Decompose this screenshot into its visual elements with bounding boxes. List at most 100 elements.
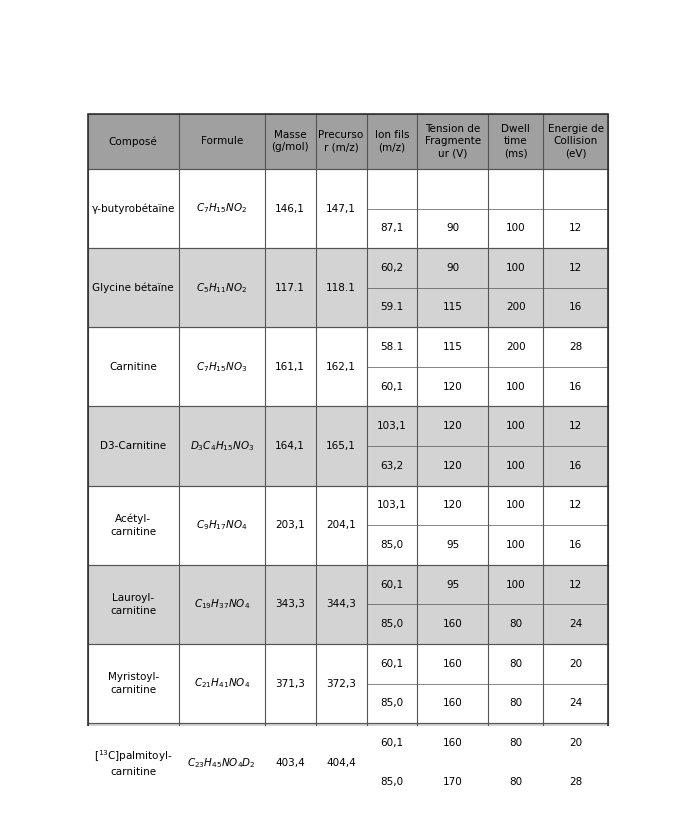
Bar [316, 113, 367, 169]
Text: 165,1: 165,1 [326, 441, 356, 451]
Text: Acétyl-
carnitine: Acétyl- carnitine [110, 514, 156, 537]
Text: Composé: Composé [109, 136, 158, 147]
Bar [543, 113, 608, 169]
Bar [265, 486, 316, 565]
Bar [488, 113, 543, 169]
Bar [418, 169, 488, 248]
Text: 100: 100 [506, 263, 526, 273]
Bar [543, 406, 608, 486]
Bar [88, 723, 179, 802]
Bar [179, 644, 265, 723]
Text: 160: 160 [443, 698, 462, 708]
Bar [367, 169, 418, 248]
Bar [316, 565, 367, 644]
Bar [265, 169, 316, 248]
Text: 28: 28 [569, 342, 583, 352]
Text: 200: 200 [506, 342, 526, 352]
Text: 344,3: 344,3 [326, 599, 356, 610]
Text: 160: 160 [443, 659, 462, 669]
Bar [367, 248, 418, 327]
Text: 95: 95 [446, 579, 460, 589]
Bar [418, 723, 488, 802]
Bar [418, 486, 488, 565]
Text: 60,2: 60,2 [380, 263, 403, 273]
Bar [418, 327, 488, 406]
Text: 115: 115 [443, 342, 462, 352]
Bar [488, 723, 543, 802]
Bar [418, 565, 488, 644]
Text: 12: 12 [569, 263, 583, 273]
Bar [543, 802, 608, 816]
Bar [265, 644, 316, 723]
Bar [543, 486, 608, 565]
Text: 85,0: 85,0 [380, 619, 403, 629]
Text: Tension de
Fragmente
ur (V): Tension de Fragmente ur (V) [424, 124, 481, 158]
Text: 12: 12 [569, 421, 583, 431]
Bar [488, 802, 543, 816]
Bar [488, 327, 543, 406]
Text: 12: 12 [569, 500, 583, 510]
Bar [488, 644, 543, 723]
Bar [367, 406, 418, 486]
Bar [488, 406, 543, 486]
Bar [418, 802, 488, 816]
Bar [179, 169, 265, 248]
Bar [543, 327, 608, 406]
Bar [265, 248, 316, 327]
Bar [418, 248, 488, 327]
Text: Lauroyl-
carnitine: Lauroyl- carnitine [110, 593, 156, 615]
Bar [316, 644, 367, 723]
Bar [179, 486, 265, 565]
Bar [88, 169, 179, 248]
Bar [179, 327, 265, 406]
Bar [488, 169, 543, 248]
Text: 12: 12 [569, 579, 583, 589]
Bar [488, 565, 543, 644]
Text: Carnitine: Carnitine [109, 361, 157, 372]
Bar [88, 802, 179, 816]
Text: 80: 80 [509, 619, 522, 629]
Text: 118.1: 118.1 [326, 282, 356, 293]
Text: 100: 100 [506, 579, 526, 589]
Text: 117.1: 117.1 [275, 282, 305, 293]
Text: $C_7H_{15}NO_3$: $C_7H_{15}NO_3$ [196, 360, 248, 374]
Bar [367, 644, 418, 723]
Bar [543, 565, 608, 644]
Bar [179, 113, 265, 169]
Bar [88, 565, 179, 644]
Text: 100: 100 [506, 382, 526, 392]
Text: 60,1: 60,1 [380, 382, 403, 392]
Bar [316, 723, 367, 802]
Text: 103,1: 103,1 [377, 421, 407, 431]
Text: 24: 24 [569, 619, 583, 629]
Text: 120: 120 [443, 500, 462, 510]
Bar [88, 113, 179, 169]
Text: 204,1: 204,1 [326, 520, 356, 530]
Bar [179, 248, 265, 327]
Text: $D_3C_4H_{15}NO_3$: $D_3C_4H_{15}NO_3$ [189, 439, 254, 453]
Text: Myristoyl-
carnitine: Myristoyl- carnitine [107, 672, 159, 694]
Text: 115: 115 [443, 303, 462, 313]
Text: 60,1: 60,1 [380, 738, 403, 748]
Text: D3-Carnitine: D3-Carnitine [100, 441, 166, 451]
Bar [367, 486, 418, 565]
Bar [316, 802, 367, 816]
Text: 16: 16 [569, 540, 583, 550]
Text: 85,0: 85,0 [380, 698, 403, 708]
Text: $C_9H_{17}NO_4$: $C_9H_{17}NO_4$ [196, 518, 248, 532]
Text: 80: 80 [509, 778, 522, 787]
Text: $C_7H_{15}NO_2$: $C_7H_{15}NO_2$ [196, 202, 247, 215]
Text: γ-butyrobétaïne: γ-butyrobétaïne [92, 203, 175, 214]
Text: 403,4: 403,4 [275, 758, 305, 768]
Text: Dwell
time
(ms): Dwell time (ms) [501, 124, 530, 158]
Text: Masse
(g/mol): Masse (g/mol) [272, 130, 309, 153]
Text: 59.1: 59.1 [380, 303, 403, 313]
Text: 404,4: 404,4 [326, 758, 356, 768]
Text: 12: 12 [569, 224, 583, 233]
Text: $C_{21}H_{41}NO_4$: $C_{21}H_{41}NO_4$ [194, 676, 250, 690]
Text: 85,0: 85,0 [380, 540, 403, 550]
Text: 160: 160 [443, 619, 462, 629]
Text: 16: 16 [569, 461, 583, 471]
Text: Precurso
r (m/z): Precurso r (m/z) [318, 130, 364, 153]
Text: $C_{19}H_{37}NO_4$: $C_{19}H_{37}NO_4$ [194, 597, 250, 611]
